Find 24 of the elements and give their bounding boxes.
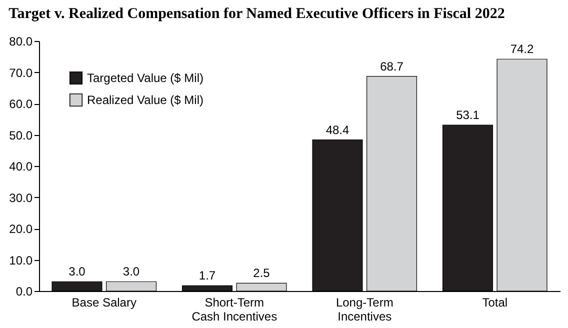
chart-title: Target v. Realized Compensation for Named Executive Officers in Fiscal 2022 — [8, 6, 505, 22]
data-label: 1.7 — [198, 268, 216, 283]
data-label: 74.2 — [510, 42, 534, 56]
legend-label: Realized Value ($ Mil) — [87, 93, 204, 107]
y-tick-label: 10.0 — [9, 253, 33, 268]
y-tick-label: 30.0 — [9, 190, 33, 205]
y-tick-label: 0.0 — [16, 284, 33, 298]
legend-label: Targeted Value ($ Mil) — [87, 71, 204, 85]
y-tick-label: 70.0 — [9, 66, 33, 80]
data-label: 53.1 — [456, 108, 480, 122]
x-tick-label: Short-Term Cash Incentives — [192, 296, 278, 324]
x-tick-label: Long-Term Incentives — [336, 296, 394, 324]
y-tick-label: 80.0 — [9, 34, 33, 48]
data-label: 3.0 — [122, 264, 140, 279]
data-label: 2.5 — [253, 266, 270, 280]
y-tick-label: 20.0 — [9, 222, 33, 236]
data-label: 48.4 — [326, 122, 350, 137]
x-tick-label: Total — [482, 296, 508, 310]
data-label: 68.7 — [380, 59, 404, 74]
y-tick-label: 40.0 — [9, 160, 33, 174]
x-tick-label: Base Salary — [72, 296, 136, 310]
y-tick-label: 60.0 — [9, 97, 33, 111]
data-label: 3.0 — [68, 264, 86, 279]
y-tick-label: 50.0 — [9, 128, 33, 142]
